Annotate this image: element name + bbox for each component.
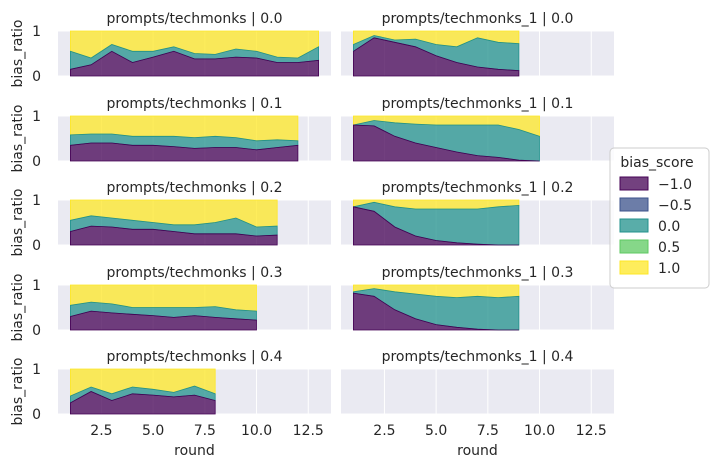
x-tick-label: 7.5 [194,423,216,439]
facet-panel: prompts/techmonks_1 | 0.0 [341,11,614,77]
panel-title: prompts/techmonks_1 | 0.2 [382,180,574,196]
legend-label: −0.5 [658,198,692,214]
legend-label: 0.5 [658,240,680,256]
panel-title: prompts/techmonks | 0.4 [107,349,283,365]
y-tick-label: 0 [32,69,41,85]
panel-title: prompts/techmonks_1 | 0.3 [382,265,574,281]
y-axis-label: bias_ratio [10,189,26,257]
facet-panel: prompts/techmonks | 0.3 0 1 bias_ratio [10,265,331,341]
area-bias-score-neg-1.0 [70,142,299,162]
panel-title: prompts/techmonks_1 | 0.4 [382,349,574,365]
legend-swatch [619,239,649,254]
legend-label: 1.0 [658,261,680,277]
area-bias-score-neg-1.0 [352,206,519,246]
y-tick-label: 1 [32,193,41,209]
y-tick-label: 0 [32,323,41,339]
area-bias-score-neg-1.0 [70,391,216,415]
panel-title: prompts/techmonks_1 | 0.1 [382,96,574,112]
panel-title: prompts/techmonks_1 | 0.0 [382,11,574,27]
x-tick-label: 10.0 [241,423,272,439]
x-tick-label: 12.5 [576,423,607,439]
legend-title: bias_score [620,155,693,171]
facet-panel: prompts/techmonks_1 | 0.3 [341,265,614,331]
panel-background [341,369,614,414]
legend-swatch [619,218,649,233]
legend-swatch [619,176,649,191]
facet-panel: prompts/techmonks | 0.2 0 1 bias_ratio [10,180,331,256]
y-tick-label: 1 [32,362,41,378]
area-bias-score-neg-1.0 [352,292,519,331]
y-tick-label: 0 [32,238,41,254]
y-tick-label: 1 [32,278,41,294]
legend: bias_score −1.0 −0.5 0.0 0.5 1.0 [609,147,710,289]
y-axis-label: bias_ratio [10,20,26,88]
y-axis-label: bias_ratio [10,274,26,342]
area-bias-score-neg-1.0 [352,124,540,162]
x-tick-label: 12.5 [293,423,324,439]
facet-panel: prompts/techmonks_1 | 0.4 2.5 5.0 7.5 10.0 12… [341,349,614,459]
legend-label: −1.0 [658,177,692,193]
x-axis-label: round [457,443,498,459]
x-tick-label: 5.0 [142,423,164,439]
facet-panel: prompts/techmonks | 0.0 0 1 bias_ratio [10,11,331,87]
panel-title: prompts/techmonks | 0.1 [107,96,283,112]
area-bias-score-neg-1.0 [352,37,520,77]
panel-title: prompts/techmonks | 0.3 [107,265,283,281]
legend-label: 0.0 [658,219,680,235]
x-tick-label: 7.5 [477,423,499,439]
y-axis-label: bias_ratio [10,105,26,173]
area-bias-score-neg-1.0 [70,225,278,246]
area-bias-score-neg-1.0 [70,50,320,77]
y-tick-label: 0 [32,154,41,170]
y-tick-label: 0 [32,407,41,423]
panel-title: prompts/techmonks | 0.2 [107,180,283,196]
facet-panel: prompts/techmonks_1 | 0.1 [341,96,614,162]
x-tick-label: 2.5 [373,423,395,439]
x-tick-label: 5.0 [425,423,447,439]
legend-swatch [619,260,649,275]
y-tick-label: 1 [32,109,41,125]
x-tick-label: 10.0 [524,423,555,439]
legend-swatch [619,197,649,212]
y-tick-label: 1 [32,24,41,40]
x-tick-label: 2.5 [90,423,112,439]
x-axis-label: round [174,443,215,459]
facet-panel: prompts/techmonks_1 | 0.2 [341,180,614,246]
area-bias-score-neg-1.0 [70,310,257,331]
panel-title: prompts/techmonks | 0.0 [107,11,283,27]
facet-panel: prompts/techmonks | 0.1 0 1 bias_ratio [10,96,331,172]
y-axis-label: bias_ratio [10,358,26,426]
facet-panel: prompts/techmonks | 0.4 0 1 bias_ratio 2.5 5.… [10,349,331,459]
